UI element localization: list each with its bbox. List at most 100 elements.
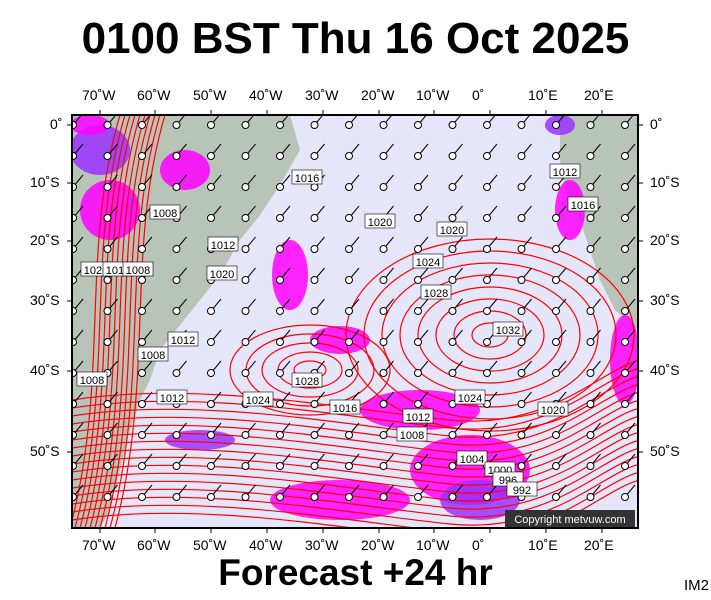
isobar-label: 1024 [412, 253, 444, 269]
station-circle [483, 214, 491, 222]
wind-station [172, 174, 187, 191]
wind-station [586, 453, 601, 470]
wind-station [138, 453, 153, 470]
station-circle [103, 493, 112, 501]
wind-station [276, 484, 291, 501]
lon-label-top: 30˚W [305, 87, 339, 103]
station-circle [621, 152, 629, 160]
station-circle [276, 338, 284, 346]
station-circle [207, 369, 215, 377]
wind-station [379, 484, 394, 501]
station-circle [586, 493, 595, 501]
wind-station [621, 391, 636, 408]
station-circle [448, 369, 457, 377]
station-circle [517, 121, 526, 129]
wind-station [345, 174, 360, 191]
isobar-label-box [506, 481, 538, 497]
station-circle [103, 307, 112, 315]
isobar [84, 115, 136, 528]
wind-station [207, 484, 222, 501]
station-circle [483, 245, 491, 253]
wind-station [103, 329, 118, 346]
wind-station [586, 174, 601, 191]
wind-station [241, 422, 256, 439]
station-circle [172, 307, 181, 315]
wind-station [414, 484, 429, 501]
wind-station [345, 205, 360, 222]
wind-station [552, 267, 567, 284]
wind-station [138, 422, 153, 439]
station-circle [552, 276, 560, 284]
wind-station [345, 298, 360, 315]
wind-station [517, 174, 532, 191]
wind-station [276, 174, 291, 191]
wind-station [552, 205, 567, 222]
precipitation-area [72, 115, 110, 135]
station-circle [103, 214, 112, 222]
wind-station [241, 174, 256, 191]
station-circle [621, 369, 629, 377]
station-circle [586, 245, 595, 253]
isobar-label-box [291, 372, 323, 388]
wind-station [207, 453, 222, 470]
station-circle [586, 183, 595, 191]
station-circle [621, 493, 629, 501]
wind-station [586, 115, 600, 129]
wind-station [621, 236, 636, 253]
station-circle [241, 431, 250, 439]
lon-label-bottom: 50˚W [193, 537, 227, 553]
isobar-label-text: 1024 [246, 395, 270, 407]
station-circle [448, 152, 457, 160]
wind-station [138, 298, 153, 315]
wind-station [448, 329, 463, 346]
station-circle [379, 338, 388, 346]
wind-station [310, 329, 325, 346]
station-circle [552, 307, 560, 315]
wind-station [483, 298, 498, 315]
wind-station [517, 329, 532, 346]
isobar-label-box [291, 169, 323, 185]
wind-station [310, 453, 325, 470]
precipitation-area [440, 480, 520, 520]
copyright: Copyright metvuw.com [514, 514, 625, 526]
station-circle [379, 400, 388, 408]
lon-label-bottom: 20˚E [584, 537, 614, 553]
isobar-label-box [454, 389, 486, 405]
wind-station [72, 422, 84, 439]
lon-label-top: 60˚W [137, 87, 171, 103]
station-circle [345, 493, 353, 501]
isobar-label-box [412, 253, 444, 269]
forecast-label: Forecast +24 hr [218, 552, 493, 593]
precipitation-area [160, 150, 210, 190]
isobar [72, 416, 638, 478]
wind-station [621, 298, 636, 315]
wind-station [72, 174, 84, 191]
lat-label-left: 40˚S [30, 362, 60, 378]
wind-station [517, 391, 532, 408]
station-circle [379, 307, 388, 315]
station-circle [586, 152, 595, 160]
isobar [72, 424, 638, 486]
wind-station [517, 422, 532, 439]
station-circle [138, 245, 146, 253]
isobar-label-box [242, 391, 274, 407]
wind-station [310, 391, 325, 408]
wind-station [241, 329, 256, 346]
wind-station [345, 115, 358, 129]
wind-station [414, 360, 429, 377]
isobar-label: 992 [506, 481, 538, 497]
station-circle [448, 338, 457, 346]
isobar-label-box [329, 399, 361, 415]
wind-station [517, 360, 532, 377]
station-circle [276, 121, 284, 129]
lat-label-left: 30˚S [30, 292, 60, 308]
lat-label-left: 10˚S [30, 174, 60, 190]
station-circle [138, 214, 146, 222]
lon-label-top: 10˚W [416, 87, 450, 103]
station-circle [379, 462, 388, 470]
station-circle [103, 245, 112, 253]
isobar-label-box [492, 321, 524, 337]
isobar-label: 1012 [402, 408, 434, 424]
station-circle [241, 121, 250, 129]
isobar [72, 432, 638, 494]
